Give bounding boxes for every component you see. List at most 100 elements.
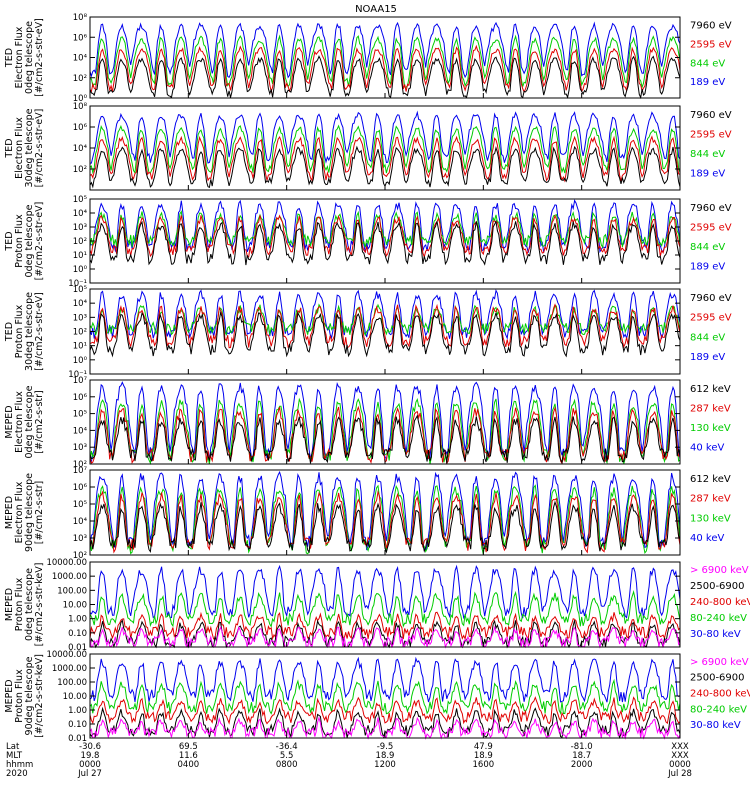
y-tick-label: 10⁵ (73, 285, 87, 295)
x-tick-label: 1600 (473, 760, 495, 770)
y-tick-label: 10⁴ (73, 517, 88, 527)
y-tick-label: 10⁶ (73, 483, 88, 493)
x-row-label: hhmm (6, 760, 33, 770)
y-axis-label: [#/cm2-s-str-eV] (34, 202, 45, 281)
y-tick-label: 0.01 (68, 643, 87, 653)
y-axis-label: Proton Flux (14, 214, 25, 268)
legend-entry: > 6900 keV (690, 657, 749, 668)
y-tick-label: 10² (73, 237, 87, 247)
legend-entry: 80-240 keV (690, 704, 747, 715)
x-tick-label: 47.9 (474, 742, 493, 752)
legend-entry: 7960 eV (690, 110, 732, 121)
y-axis-label: 30deg telescope (24, 108, 35, 187)
legend-entry: 844 eV (690, 149, 725, 160)
y-axis-label: [#/cm2-s-str-keV] (34, 654, 45, 738)
panel-meped-electron-90deg: 10² 10³ 10⁴ 10⁵ 10⁶ 10⁷ MEPED Electron Flux 90de… (4, 466, 731, 561)
panel-ted-electron-0deg: 10⁰ 10² 10⁴ 10⁶ 10⁸ TED Electron Flux 0deg tele… (4, 13, 732, 104)
panel-frame (89, 16, 681, 99)
y-tick-label: 10⁸ (73, 102, 88, 112)
y-axis-label: TED (4, 138, 15, 158)
y-tick-label: 10³ (73, 534, 87, 544)
panel-meped-proton-90deg: 0.01 0.10 1.00 10.00 100.00 1000.00 10000.00 ME… (4, 650, 750, 744)
x-tick-label: 1200 (374, 760, 396, 770)
chart-title: NOAA15 (355, 4, 397, 15)
legend-entry: 80-240 keV (690, 613, 747, 624)
x-tick-label: 0000 (669, 760, 691, 770)
series-line-612-kev (89, 500, 681, 554)
panel-ted-proton-0deg: 10⁻¹ 10⁰ 10¹ 10² 10³ 10⁴ 10⁵ TED Proton Flux 0deg… (4, 195, 732, 289)
y-tick-label: 0.10 (68, 720, 87, 730)
y-axis-label: [#/cm2-s-str-eV] (34, 109, 45, 188)
y-axis-label: [#/cm2-s-str-keV] (34, 563, 45, 647)
series-line-2595-ev (89, 44, 681, 94)
y-tick-label: 10⁰ (73, 94, 88, 104)
series-line-40-kev (89, 470, 681, 551)
legend-entry: 2595 eV (690, 222, 732, 233)
y-axis-label: 0deg telescope (24, 204, 35, 277)
x-tick-label: 18.9 (376, 751, 395, 761)
series-line-7960-ev (89, 310, 681, 358)
series-line-844-ev (89, 34, 681, 89)
y-axis-label: Proton Flux (14, 669, 25, 723)
y-tick-label: 10⁴ (73, 144, 88, 154)
x-tick-label: 69.5 (179, 742, 198, 752)
y-tick-label: 10⁵ (73, 500, 87, 510)
y-tick-label: 1.00 (68, 706, 87, 716)
x-tick-label: Jul 27 (77, 769, 102, 779)
y-tick-label: 10⁷ (73, 376, 88, 386)
x-tick-label: 18.7 (572, 751, 591, 761)
y-tick-label: 10⁻¹ (68, 279, 87, 289)
y-axis-label: Electron Flux (14, 26, 25, 88)
y-axis-label: [#/cm2-s-str-eV] (34, 18, 45, 97)
y-axis-label: [#/cm2-s-str] (34, 390, 45, 453)
y-axis-label: 90deg telescope (24, 656, 35, 735)
y-axis-label: 0deg telescope (24, 21, 35, 94)
series-line-80-240-kev (89, 678, 681, 716)
panel-ted-proton-30deg: 10⁻¹ 10⁰ 10¹ 10² 10³ 10⁴ 10⁵ TED Proton Flux 30de… (4, 285, 732, 380)
y-axis-label: MEPED (4, 679, 15, 712)
legend-entry: 844 eV (690, 332, 725, 343)
y-tick-label: 10⁶ (73, 123, 88, 133)
legend-entry: 612 keV (690, 474, 731, 485)
x-tick-label: 18.9 (474, 751, 493, 761)
y-tick-label: 10² (73, 460, 87, 470)
y-tick-label: 10⁴ (73, 54, 88, 64)
y-axis-label: MEPED (4, 496, 15, 529)
legend-entry: 287 keV (690, 403, 731, 414)
legend-entry: 7960 eV (690, 203, 732, 214)
x-tick-label: Jul 28 (667, 769, 692, 779)
y-tick-label: 10⁵ (73, 195, 87, 205)
y-tick-label: 10⁵ (73, 410, 87, 420)
y-tick-label: 10⁷ (73, 466, 88, 476)
x-tick-label: 0800 (276, 760, 298, 770)
legend-entry: 612 keV (690, 384, 731, 395)
y-tick-label: 10⁶ (73, 393, 88, 403)
legend-entry: 2595 eV (690, 39, 732, 50)
series-line-2595-ev (89, 135, 681, 183)
y-tick-label: 10⁻¹ (68, 370, 87, 380)
x-tick-label: -81.0 (571, 742, 593, 752)
y-axis-label: Electron Flux (14, 391, 25, 453)
panel-ted-electron-30deg: 10² 10⁴ 10⁶ 10⁸ TED Electron Flux 30deg telesc… (4, 102, 732, 191)
x-tick-label: 2000 (571, 760, 593, 770)
y-axis-label: [#/cm2-s-str-eV] (34, 292, 45, 371)
y-axis-label: [#/cm2-s-str] (34, 481, 45, 544)
y-axis-label: Electron Flux (14, 117, 25, 179)
x-tick-label: -36.4 (276, 742, 298, 752)
y-axis-label: Electron Flux (14, 481, 25, 543)
series-line-30-80-kev (89, 564, 681, 620)
legend-entry: 2595 eV (690, 313, 732, 324)
x-row-label: Lat (6, 742, 20, 752)
x-tick-label: XXX (671, 742, 689, 752)
y-tick-label: 10² (73, 74, 87, 84)
legend-entry: 2500-6900 (690, 581, 745, 592)
legend-entry: 2500-6900 (690, 673, 745, 684)
y-axis-label: TED (4, 322, 15, 342)
legend-entry: 7960 eV (690, 293, 732, 304)
panel-frame (89, 105, 681, 191)
y-axis-label: 30deg telescope (24, 292, 35, 371)
y-axis-label: MEPED (4, 405, 15, 438)
